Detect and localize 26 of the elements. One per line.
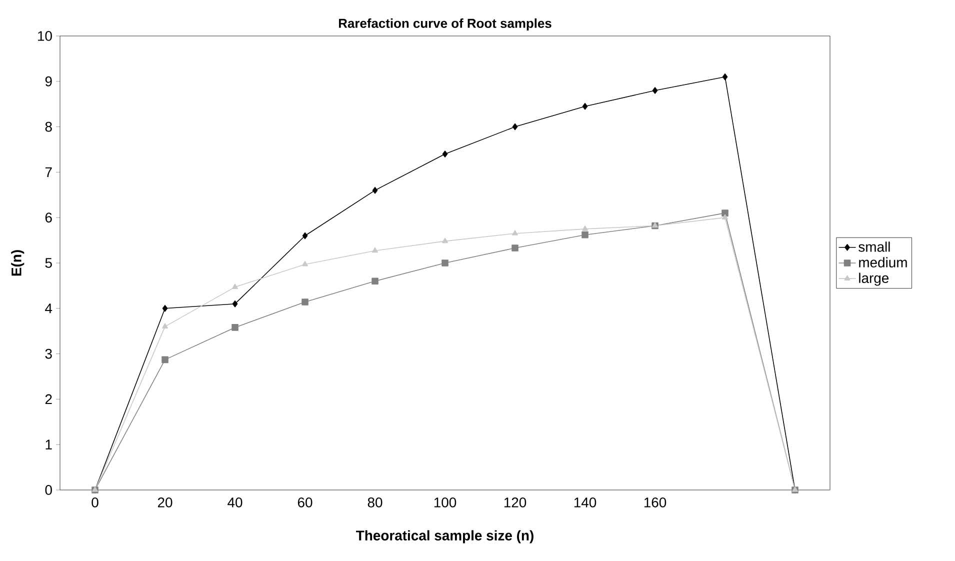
y-tick-label: 2	[45, 394, 52, 404]
y-tick-label: 6	[45, 212, 52, 223]
y-tick-label: 3	[45, 348, 52, 359]
legend-label: large	[859, 272, 889, 286]
y-tick-label: 10	[38, 31, 52, 41]
x-tick-label: 140	[574, 497, 596, 508]
chart-title: Rarefaction curve of Root samples	[338, 18, 552, 30]
x-tick-label: 40	[228, 497, 242, 508]
y-tick-label: 8	[45, 122, 52, 132]
y-tick-label: 1	[46, 440, 52, 450]
y-tick-label: 0	[45, 485, 52, 495]
x-tick-label: 160	[644, 497, 666, 508]
x-tick-label: 120	[504, 497, 526, 508]
x-axis-title: Theoratical sample size (n)	[356, 530, 534, 544]
y-tick-label: 4	[45, 304, 52, 314]
y-tick-label: 9	[45, 76, 52, 86]
x-tick-label: 20	[158, 497, 172, 508]
x-tick-label: 80	[368, 497, 382, 508]
legend-label: medium	[859, 257, 907, 268]
y-axis-title: E(n)	[11, 250, 24, 276]
x-tick-label: 100	[434, 497, 456, 508]
x-tick-label: 0	[92, 497, 98, 508]
y-tick-label: 7	[45, 167, 52, 177]
y-tick-label: 5	[45, 258, 52, 268]
x-tick-label: 60	[298, 497, 312, 508]
legend-label: small	[858, 242, 890, 252]
